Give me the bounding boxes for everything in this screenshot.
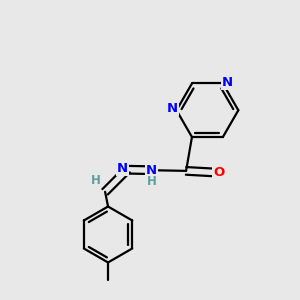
Text: N: N [167,102,178,115]
Text: H: H [91,173,101,187]
Text: N: N [222,76,233,88]
Text: N: N [146,164,157,177]
Text: N: N [117,162,128,175]
Text: H: H [146,175,156,188]
Text: O: O [213,166,225,179]
